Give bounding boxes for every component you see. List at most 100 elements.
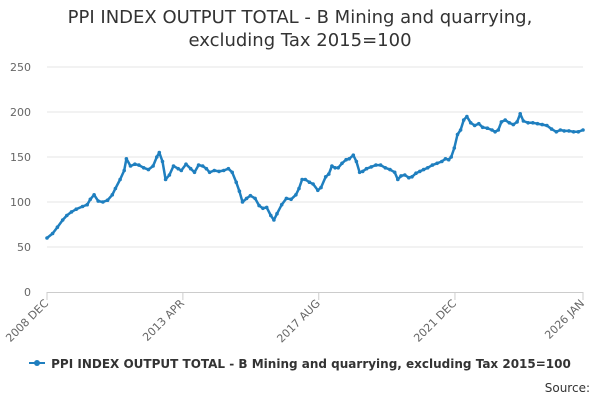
data-point[interactable] [414,171,418,175]
data-point[interactable] [141,166,146,170]
data-point[interactable] [272,218,276,222]
data-point[interactable] [378,163,383,167]
data-point[interactable] [515,120,519,124]
data-point[interactable] [133,162,137,166]
data-point[interactable] [160,159,165,164]
data-point[interactable] [55,225,60,229]
data-point[interactable] [480,125,485,130]
data-point[interactable] [101,200,105,204]
data-point[interactable] [264,205,269,210]
data-point[interactable] [146,167,151,172]
data-point[interactable] [562,129,566,133]
data-point[interactable] [85,202,89,207]
data-point[interactable] [237,189,242,193]
data-point[interactable] [122,168,126,173]
data-point[interactable] [207,170,212,175]
data-point[interactable] [294,193,298,197]
data-point[interactable] [540,122,544,127]
data-point[interactable] [357,170,362,175]
data-point[interactable] [499,120,504,124]
data-point[interactable] [458,128,463,132]
data-point[interactable] [204,166,209,171]
data-point[interactable] [124,157,129,161]
data-point[interactable] [425,166,430,170]
data-point[interactable] [74,207,78,211]
data-point[interactable] [446,157,451,162]
data-point[interactable] [435,161,439,166]
data-point[interactable] [347,157,352,161]
data-point[interactable] [477,121,481,126]
data-point[interactable] [571,130,576,134]
data-point[interactable] [493,130,497,134]
data-point[interactable] [333,166,337,170]
data-point[interactable] [279,202,284,207]
data-point[interactable] [184,162,188,166]
data-point[interactable] [354,159,359,164]
data-point[interactable] [69,210,74,214]
data-point[interactable] [507,121,512,125]
data-point[interactable] [455,132,460,137]
data-point[interactable] [351,153,356,157]
data-point[interactable] [96,199,100,203]
data-point[interactable] [407,175,411,180]
data-point[interactable] [92,193,96,197]
data-point[interactable] [240,200,245,204]
data-point[interactable] [421,167,426,172]
data-point[interactable] [567,129,571,133]
data-point[interactable] [364,166,369,171]
data-point[interactable] [316,188,320,193]
data-point[interactable] [472,123,477,128]
data-point[interactable] [179,168,184,173]
data-point[interactable] [221,168,226,173]
data-point[interactable] [430,163,435,167]
data-point[interactable] [128,164,133,168]
data-point[interactable] [257,203,261,208]
data-point[interactable] [468,121,473,125]
data-point[interactable] [45,236,49,240]
data-point[interactable] [526,121,530,125]
data-point[interactable] [269,213,273,218]
data-point[interactable] [521,119,526,123]
data-point[interactable] [399,174,403,178]
data-point[interactable] [196,163,201,167]
data-point[interactable] [244,196,249,201]
data-point[interactable] [410,175,414,179]
data-point[interactable] [344,157,348,162]
data-point[interactable] [311,182,315,186]
data-point[interactable] [558,128,563,132]
data-point[interactable] [518,112,522,116]
data-point[interactable] [418,169,422,174]
data-point[interactable] [327,172,331,176]
data-point[interactable] [110,193,115,197]
data-point[interactable] [113,186,118,191]
data-point[interactable] [65,213,69,218]
data-point[interactable] [212,168,217,173]
data-point[interactable] [485,126,490,130]
data-point[interactable] [388,167,392,172]
data-point[interactable] [392,170,397,175]
data-point[interactable] [545,123,549,128]
data-point[interactable] [300,177,304,182]
data-point[interactable] [340,161,344,166]
data-point[interactable] [461,118,466,122]
data-point[interactable] [535,121,540,126]
data-point[interactable] [449,155,454,159]
data-point[interactable] [496,128,501,132]
data-point[interactable] [253,196,257,201]
data-point[interactable] [307,180,312,184]
data-point[interactable] [88,197,93,202]
data-point[interactable] [118,177,122,182]
data-point[interactable] [226,166,231,171]
data-point[interactable] [80,204,85,209]
data-point[interactable] [443,157,448,161]
data-point[interactable] [319,185,323,190]
data-point[interactable] [50,231,55,236]
data-point[interactable] [531,121,535,125]
data-point[interactable] [217,169,221,174]
data-point[interactable] [275,211,279,216]
data-point[interactable] [465,114,469,119]
data-point[interactable] [284,196,289,201]
data-point[interactable] [554,130,559,134]
data-point[interactable] [137,163,141,167]
data-point[interactable] [330,164,334,168]
